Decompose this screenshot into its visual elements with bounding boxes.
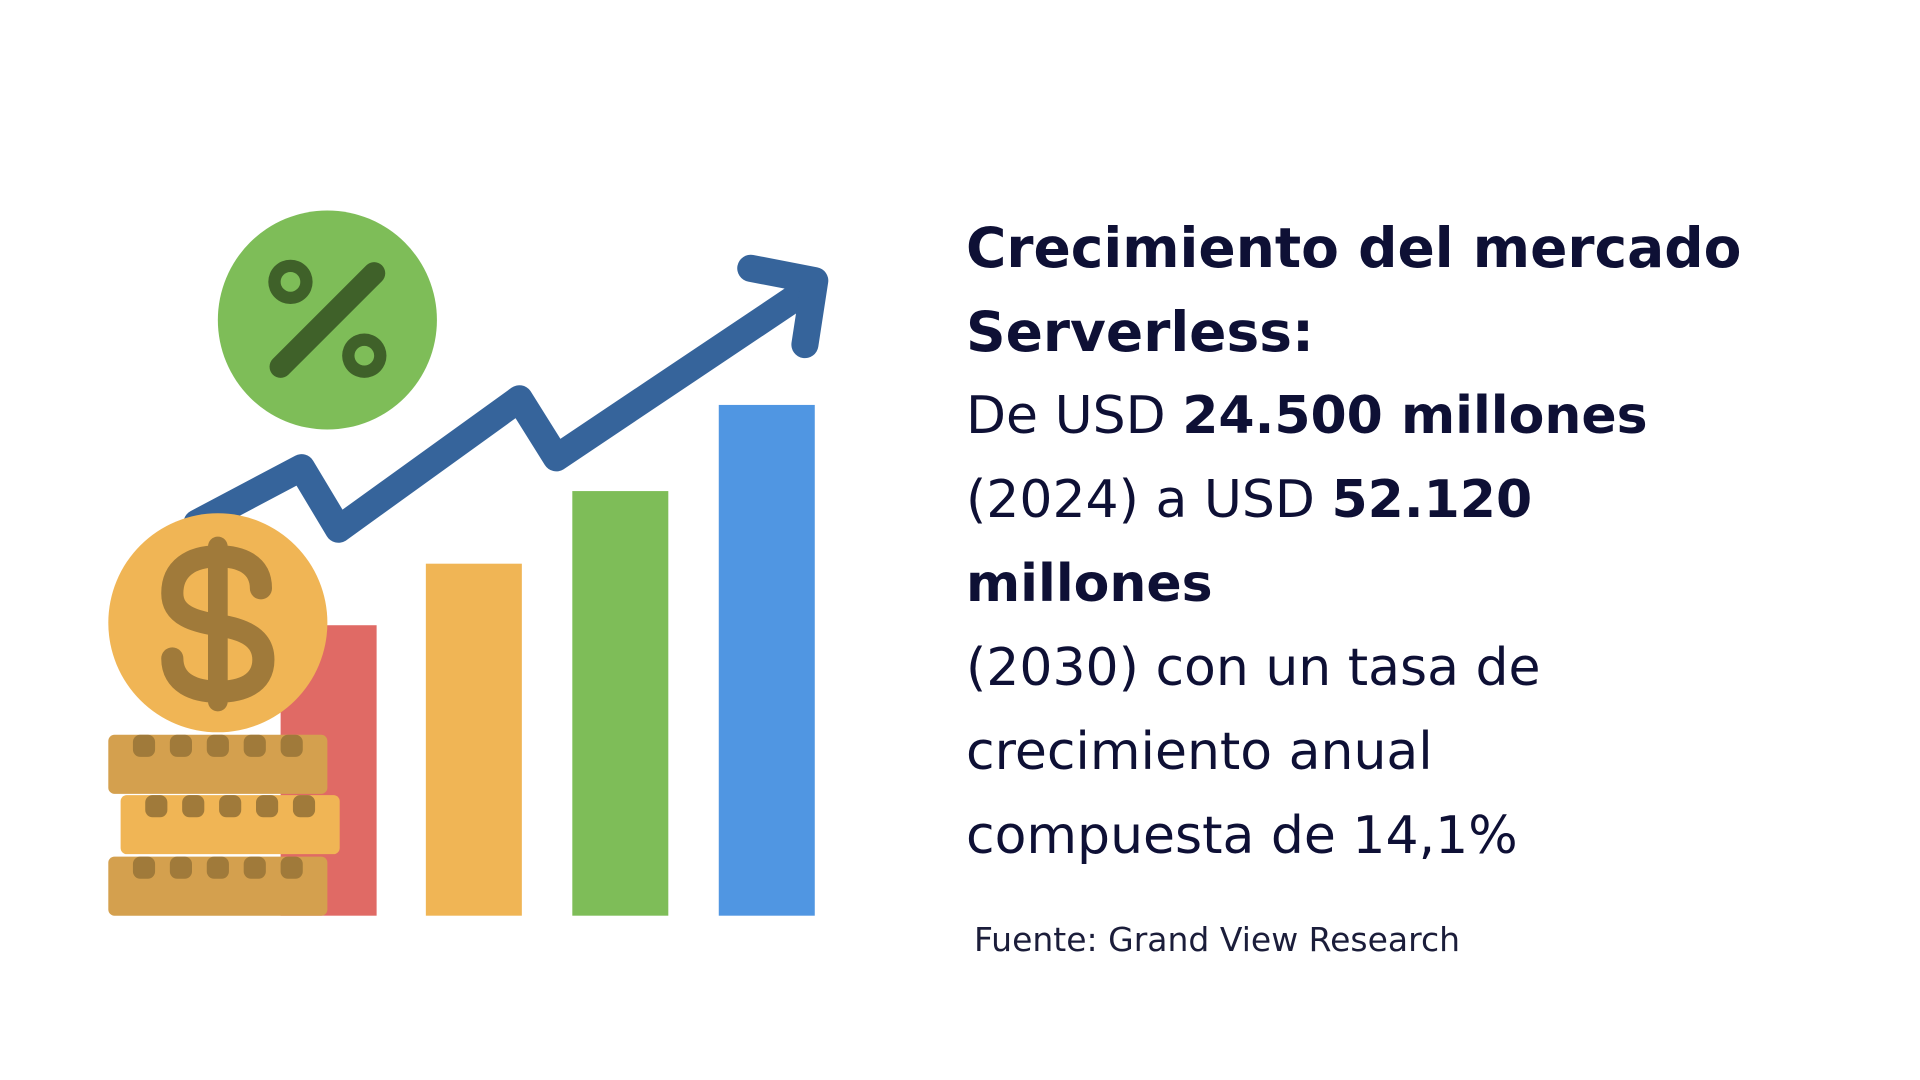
percent-dot-hole [354,345,375,366]
body-highlight: 24.500 millones [1182,386,1648,446]
blue-bar-icon [718,404,815,916]
percent-slash [269,262,386,378]
text-block: Crecimiento del mercado Serverless: De U… [966,206,1866,878]
trend-arrow [183,279,816,543]
body-segment: (2024) a USD [966,470,1332,530]
title: Crecimiento del mercado Serverless: [966,216,1742,364]
body-segment: (2030) con un tasa de crecimiento anual … [966,638,1541,866]
body-segment: De USD [966,386,1183,446]
coin-stack [108,856,328,916]
source: Fuente: Grand View Research [974,920,1461,959]
body-text: De USD 24.500 millones (2024) a USD 52.12… [966,374,1706,878]
green-bar-icon [572,491,669,916]
coin-stack [108,734,328,794]
coin-stack [120,795,340,855]
yellow-bar-icon [425,563,522,916]
arrow-head [737,254,829,359]
body-highlight: 52.120 millones [966,470,1533,614]
percent-dot-hole [280,272,301,292]
coin-ridges [132,734,316,879]
